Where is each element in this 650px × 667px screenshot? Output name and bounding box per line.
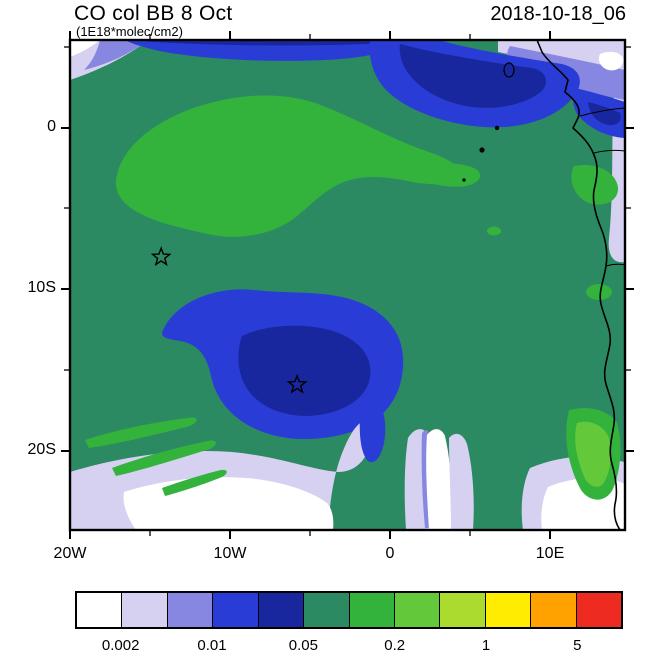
markers-layer <box>150 246 308 394</box>
colorbar-cell <box>258 593 305 627</box>
y-axis-label-10s: 10S <box>27 279 56 296</box>
axis-ticks <box>61 31 634 539</box>
field-green-plume-tail <box>408 163 481 187</box>
field-white-topleft <box>70 40 100 57</box>
colorbar-tick-label: 0.2 <box>384 637 406 654</box>
colorbar-cell <box>122 593 168 627</box>
colorbar-cell <box>349 593 395 627</box>
field-green-coast-mid <box>586 284 612 300</box>
page-title: CO col BB 8 Oct <box>74 2 233 25</box>
y-axis-label-0: 0 <box>47 118 56 135</box>
field-navy-topline <box>140 40 390 46</box>
bioko-island <box>503 62 515 78</box>
country-border-2 <box>593 149 625 154</box>
colorbar-cell <box>167 593 214 627</box>
x-axis-label-0: 0 <box>385 545 395 562</box>
field-green-dot <box>487 226 501 236</box>
field-green-streak-1 <box>85 417 197 448</box>
field-lavender-streak-east <box>449 433 474 530</box>
field-blue-tongue <box>359 390 386 463</box>
timestamp-label: 2018-10-18_06 <box>490 3 626 25</box>
contour-field <box>70 40 625 530</box>
field-green-streak-2 <box>112 440 216 476</box>
colorbar-cell <box>77 593 123 627</box>
units-label: (1E18*molec/cm2) <box>76 24 183 39</box>
colorbar <box>75 591 623 629</box>
x-axis-label-10e: 10E <box>535 545 565 562</box>
colorbar-tick-label: 0.05 <box>288 637 318 654</box>
field-navy-vortex-core <box>238 325 371 416</box>
colorbar-cell <box>213 593 259 627</box>
annobon-island <box>462 178 466 182</box>
colorbar-cell <box>440 593 486 627</box>
colorbar-cells <box>77 593 622 627</box>
field-green-streak-3 <box>162 469 227 496</box>
colorbar-tick-label: 1 <box>481 637 491 654</box>
colorbar-cell <box>304 593 350 627</box>
star-marker <box>150 246 172 267</box>
colorbar-tick-label: 5 <box>573 637 582 654</box>
colorbar-cell <box>576 593 622 627</box>
colorbar-tick-label: 0.01 <box>197 637 227 654</box>
map-border <box>68 38 627 532</box>
colorbar-cell <box>531 593 577 627</box>
colorbar-cell <box>394 593 441 627</box>
field-medgreen-coast-south <box>575 421 611 487</box>
field-green-plume <box>115 95 460 237</box>
colorbar-tick-label: 0.002 <box>101 637 140 654</box>
colorbar-labels: 0.002 0.01 0.05 0.2 1 5 <box>75 637 623 657</box>
coastline <box>536 40 621 530</box>
country-border-1 <box>579 107 625 117</box>
sao-tome-island <box>479 147 485 153</box>
star-marker <box>286 373 308 394</box>
field-periwinkle-topleft <box>84 40 148 70</box>
field-white-pocket-topright <box>598 51 624 71</box>
map-canvas <box>61 31 634 539</box>
x-axis-label-10w: 10W <box>213 545 247 562</box>
principe-island <box>494 125 500 131</box>
y-axis-label-20s: 20S <box>27 441 56 458</box>
field-navy-gulf-core <box>399 44 547 108</box>
field-blue-topband <box>125 40 400 61</box>
colorbar-cell <box>485 593 532 627</box>
field-white-streak <box>426 429 452 530</box>
country-border-3 <box>605 263 625 267</box>
field-navy-coastland <box>588 102 621 126</box>
x-axis-label-20w: 20W <box>53 545 87 562</box>
